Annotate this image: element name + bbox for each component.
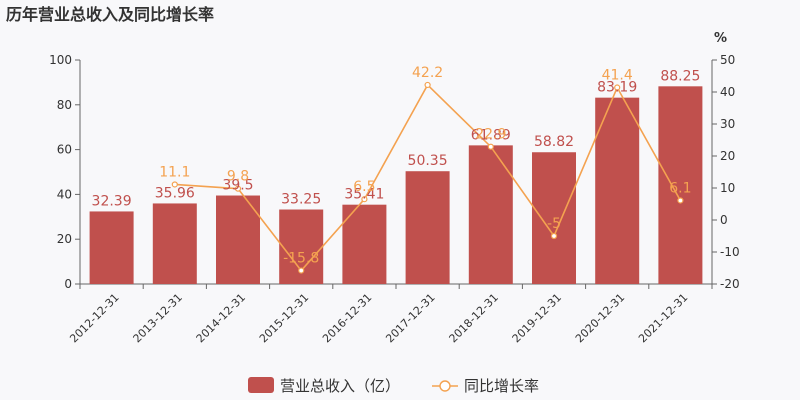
line-value-label: -5 [547,216,561,232]
bar[interactable] [89,211,134,284]
bar[interactable] [658,86,703,284]
line-value-label: 9.8 [227,169,249,185]
x-axis-tick-label: 2019-12-31 [510,291,564,345]
bar-value-label: 33.25 [281,192,321,208]
line-value-label: 6.5 [353,179,375,195]
x-axis-tick-label: 2016-12-31 [320,291,374,345]
x-axis-tick-label: 2021-12-31 [636,291,690,345]
x-axis-tick-label: 2015-12-31 [257,291,311,345]
legend-swatch-marker [439,380,451,392]
bar-series [89,86,703,284]
bar[interactable] [532,152,576,284]
left-axis-tick-label: 20 [57,232,72,246]
line-point[interactable] [487,143,494,150]
bar[interactable] [595,97,640,284]
right-axis-tick-label: 20 [720,149,735,163]
line-value-label: 42.2 [412,65,443,81]
line-point[interactable] [234,185,242,192]
legend-item-revenue[interactable]: 营业总收入（亿） [248,377,400,395]
bar-value-label: 35.41 [344,187,384,203]
bar-value-label: 58.82 [534,134,574,150]
bar-value-label: 39.5 [222,178,253,194]
bar-value-label: 50.35 [408,153,448,169]
legend[interactable]: 营业总收入（亿） 同比增长率 [248,377,539,395]
chart-title: 历年营业总收入及同比增长率 [6,5,214,24]
right-axis-tick-label: 40 [720,85,735,99]
bar-value-label: 88.25 [660,68,700,84]
x-axis-tick-label: 2018-12-31 [447,291,501,345]
left-axis-tick-label: 80 [57,98,72,112]
bar[interactable] [405,171,450,284]
line-point[interactable] [298,267,305,274]
right-axis-tick-label: -20 [720,277,740,291]
x-axis-tick-label: 2017-12-31 [383,291,437,345]
line-value-label: -15.8 [283,251,319,267]
bar-value-label: 32.39 [92,193,132,209]
right-axis-tick-label: 0 [720,213,728,227]
line-point[interactable] [424,81,431,89]
bar-value-label: 35.96 [155,185,195,201]
left-axis-tick-label: 100 [49,53,72,67]
line-value-label: 22.9 [475,127,506,143]
left-axis-tick-label: 0 [64,277,72,291]
line-point[interactable] [550,232,558,240]
bar-value-label: 61.89 [471,127,511,143]
line-point[interactable] [171,181,178,188]
right-axis-tick-label: 30 [720,117,735,131]
right-axis-tick-label: 50 [720,53,735,67]
bar[interactable] [342,204,387,284]
data-labels: 32.39 35.96 39.5 33.25 35.41 50.35 61.89 58.82 8… [92,65,701,267]
line-point[interactable] [614,84,621,91]
legend-label: 营业总收入（亿） [280,377,400,395]
right-axis-tick-label: -10 [720,245,740,259]
left-axis-tick-label: 40 [57,187,72,201]
line-point[interactable] [361,196,368,203]
bar[interactable] [468,145,513,284]
x-axis-tick-label: 2014-12-31 [194,291,248,345]
legend-swatch-bar [248,377,274,393]
left-axis-tick-label: 60 [57,143,72,157]
line-value-label: 6.1 [669,180,691,196]
line-value-label: 11.1 [159,164,190,180]
legend-label: 同比增长率 [464,377,539,395]
line-point[interactable] [677,197,684,204]
right-axis-tick-label: 10 [720,181,735,195]
right-axis-unit: % [714,31,727,46]
x-axis-tick-label: 2020-12-31 [573,291,627,345]
x-axis-tick-label: 2012-12-31 [67,291,121,345]
line-series [171,81,684,274]
bar-value-label: 83.19 [597,80,637,96]
x-axis-tick-label: 2013-12-31 [131,291,185,345]
bar[interactable] [216,195,260,284]
bar[interactable] [152,203,197,284]
legend-item-growth[interactable]: 同比增长率 [432,377,539,395]
line-value-label: 41.4 [602,68,633,84]
